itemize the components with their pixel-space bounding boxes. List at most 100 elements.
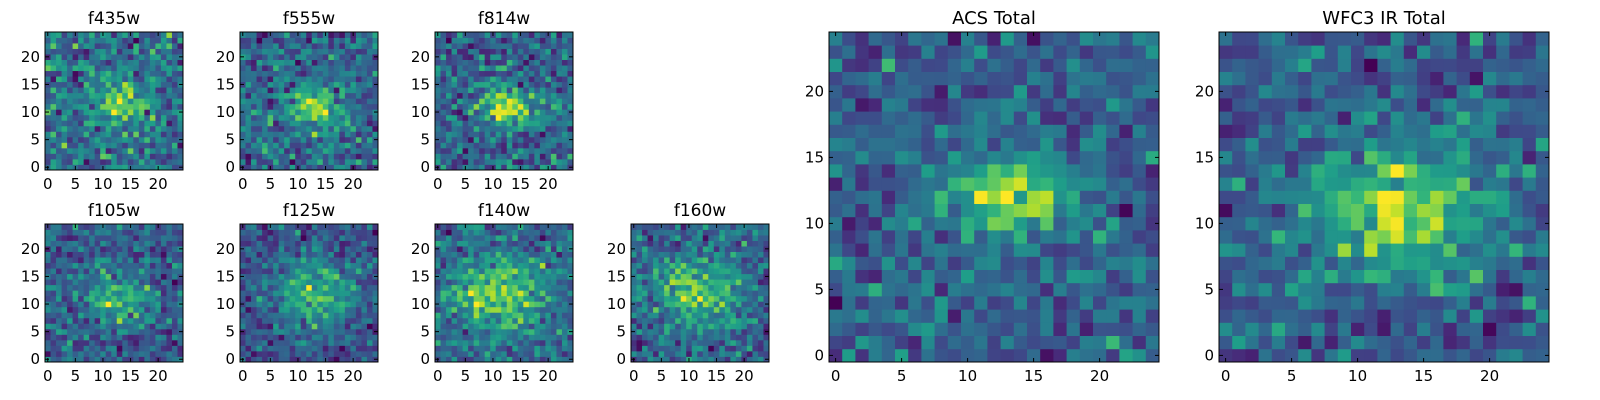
heatmap-cell (680, 246, 687, 252)
heatmap-cell (757, 262, 764, 269)
heatmap-cell (344, 98, 351, 105)
heatmap-cell (446, 224, 452, 230)
heatmap-cell (647, 306, 654, 313)
heatmap-cell (89, 54, 96, 60)
heatmap-cell (278, 87, 285, 94)
heatmap-cell (636, 224, 643, 230)
heatmap-cell (344, 136, 351, 143)
heatmap-cell (1027, 282, 1041, 297)
heatmap-cell (545, 120, 552, 127)
heatmap-cell (166, 153, 173, 160)
heatmap-cell (686, 301, 693, 308)
heatmap-cell (741, 246, 748, 252)
heatmap-cell (451, 268, 458, 275)
heatmap-cell (72, 98, 79, 105)
heatmap-cell (550, 268, 557, 275)
heatmap-cell (50, 125, 57, 132)
heatmap-cell (350, 334, 357, 341)
heatmap-cell (539, 158, 546, 165)
heatmap-cell (322, 43, 329, 49)
heatmap-cell (746, 240, 753, 247)
heatmap-cell (713, 268, 720, 275)
heatmap-cell (473, 103, 480, 110)
heatmap-cell (631, 290, 637, 297)
heatmap-cell (561, 147, 568, 154)
heatmap-cell (355, 246, 362, 252)
heatmap-cell (457, 251, 463, 258)
heatmap-cell (713, 257, 720, 264)
heatmap-cell (735, 345, 742, 352)
heatmap-cell (166, 273, 173, 280)
heatmap-cell (94, 257, 101, 264)
heatmap-cell (506, 229, 513, 236)
heatmap-cell (262, 131, 268, 138)
heatmap-cell (317, 153, 324, 160)
heatmap-cell (138, 114, 145, 121)
heatmap-cell (517, 147, 524, 154)
heatmap-cell (746, 317, 753, 324)
heatmap-cell (333, 279, 340, 286)
heatmap-cell (462, 235, 469, 241)
heatmap-cell (545, 301, 552, 308)
heatmap-cell (642, 350, 648, 357)
heatmap-cell (273, 235, 280, 241)
heatmap-cell (730, 257, 737, 264)
heatmap-cell (680, 328, 687, 335)
heatmap-cell (273, 70, 280, 77)
heatmap-cell (94, 125, 101, 132)
heatmap-cell (517, 98, 524, 105)
heatmap-cell (72, 81, 79, 88)
heatmap-cell (473, 279, 480, 286)
heatmap-cell (166, 54, 173, 60)
heatmap-cell (83, 284, 90, 291)
heatmap-cell (311, 153, 318, 160)
heatmap-cell (523, 251, 530, 258)
heatmap-cell (56, 251, 62, 258)
heatmap-cell (245, 350, 252, 357)
heatmap-cell (171, 279, 178, 286)
heatmap-cell (708, 224, 715, 230)
heatmap-cell (868, 282, 883, 297)
heatmap-cell (735, 268, 742, 275)
heatmap-cell (245, 164, 252, 171)
heatmap-cell (339, 306, 346, 313)
heatmap-cell (273, 279, 280, 286)
heatmap-cell (306, 273, 313, 280)
heatmap-cell (149, 317, 156, 324)
heatmap-cell (171, 131, 178, 138)
heatmap-cell (284, 323, 291, 330)
heatmap-cell (561, 290, 568, 297)
heatmap-cell (468, 48, 475, 55)
heatmap-cell (245, 103, 252, 110)
heatmap-cell (517, 153, 524, 160)
heatmap-cell (256, 147, 263, 154)
heatmap-cell (479, 257, 486, 264)
heatmap-cell (333, 32, 340, 38)
heatmap-cell (328, 339, 335, 346)
heatmap-cell (83, 334, 90, 341)
heatmap-cell (262, 120, 268, 127)
heatmap-cell (100, 345, 107, 352)
heatmap-cell (550, 92, 557, 99)
heatmap-cell (295, 284, 302, 291)
heatmap-cell (177, 153, 184, 160)
heatmap-cell (138, 136, 145, 143)
heatmap-cell (647, 334, 654, 341)
heatmap-cell (908, 282, 922, 297)
heatmap-cell (116, 37, 123, 44)
heatmap-cell (512, 142, 519, 149)
heatmap-cell (484, 125, 491, 132)
heatmap-cell (545, 136, 552, 143)
heatmap-cell (653, 229, 659, 236)
heatmap-cell (328, 262, 335, 269)
heatmap-cell (306, 59, 313, 66)
heatmap-cell (675, 301, 682, 308)
heatmap-cell (45, 158, 51, 165)
heatmap-cell (495, 268, 502, 275)
heatmap-cell (138, 120, 145, 127)
heatmap-cell (355, 70, 362, 77)
heatmap-cell (344, 153, 351, 160)
heatmap-cell (539, 279, 546, 286)
heatmap-cell (344, 273, 351, 280)
heatmap-cell (333, 125, 340, 132)
